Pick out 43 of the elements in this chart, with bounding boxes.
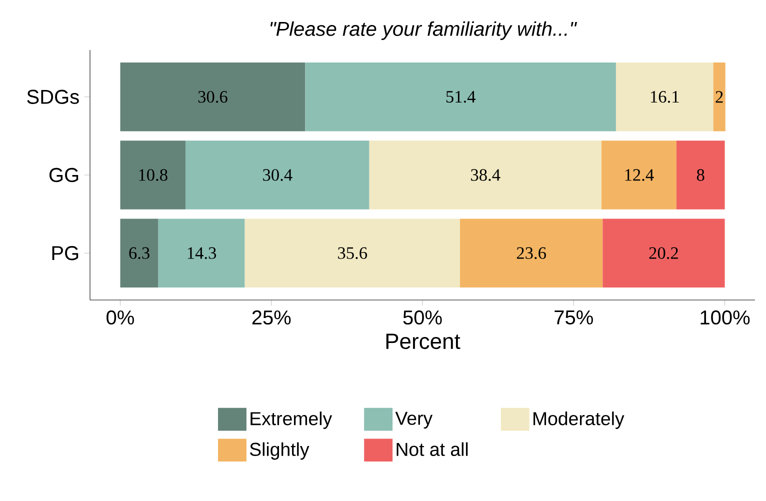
x-tick-label: 0% bbox=[106, 310, 134, 325]
bar bbox=[186, 140, 370, 210]
x-tick-label: 100% bbox=[700, 310, 750, 325]
chart-title: "Please rate your familiarity with..." bbox=[270, 21, 578, 40]
data-label: 20.2 bbox=[649, 247, 678, 260]
data-label: 10.8 bbox=[139, 169, 168, 181]
x-tick-label: 50% bbox=[403, 310, 442, 325]
data-label: 2 bbox=[716, 91, 723, 103]
legend-label: Very bbox=[395, 412, 433, 429]
data-label: 6.3 bbox=[129, 247, 150, 259]
y-tick-label: SDGs bbox=[27, 90, 79, 104]
data-label: 23.6 bbox=[516, 247, 546, 259]
bar bbox=[120, 140, 186, 210]
bar bbox=[120, 218, 158, 288]
x-tick-label: 75% bbox=[554, 310, 593, 324]
bar bbox=[713, 62, 726, 132]
bar bbox=[244, 218, 460, 288]
bar bbox=[305, 62, 616, 132]
bar bbox=[460, 218, 603, 288]
data-label: 38.4 bbox=[471, 169, 500, 181]
data-label: 30.4 bbox=[263, 169, 292, 181]
legend-label: Slightly bbox=[250, 442, 310, 460]
data-label: 30.6 bbox=[198, 90, 228, 103]
legend-label: Extremely bbox=[250, 412, 332, 429]
bar bbox=[601, 140, 676, 210]
data-label: 16.1 bbox=[650, 91, 679, 103]
y-tick-label: GG bbox=[49, 168, 78, 182]
bar bbox=[616, 62, 714, 132]
bar bbox=[602, 218, 725, 288]
data-label: 12.4 bbox=[625, 169, 654, 181]
legend-label: Not at all bbox=[396, 442, 468, 456]
data-label: 14.3 bbox=[188, 247, 216, 259]
data-label: 35.6 bbox=[338, 247, 368, 259]
bar bbox=[158, 218, 245, 288]
x-axis-title: Percent bbox=[386, 334, 460, 350]
x-tick-label: 25% bbox=[252, 310, 291, 325]
legend-label: Moderately bbox=[534, 412, 624, 429]
data-label: 51.4 bbox=[446, 91, 476, 103]
y-tick-label: PG bbox=[52, 246, 78, 260]
bar bbox=[676, 140, 725, 210]
data-label: 8 bbox=[696, 169, 704, 181]
bar bbox=[369, 140, 602, 210]
bar bbox=[120, 62, 306, 132]
